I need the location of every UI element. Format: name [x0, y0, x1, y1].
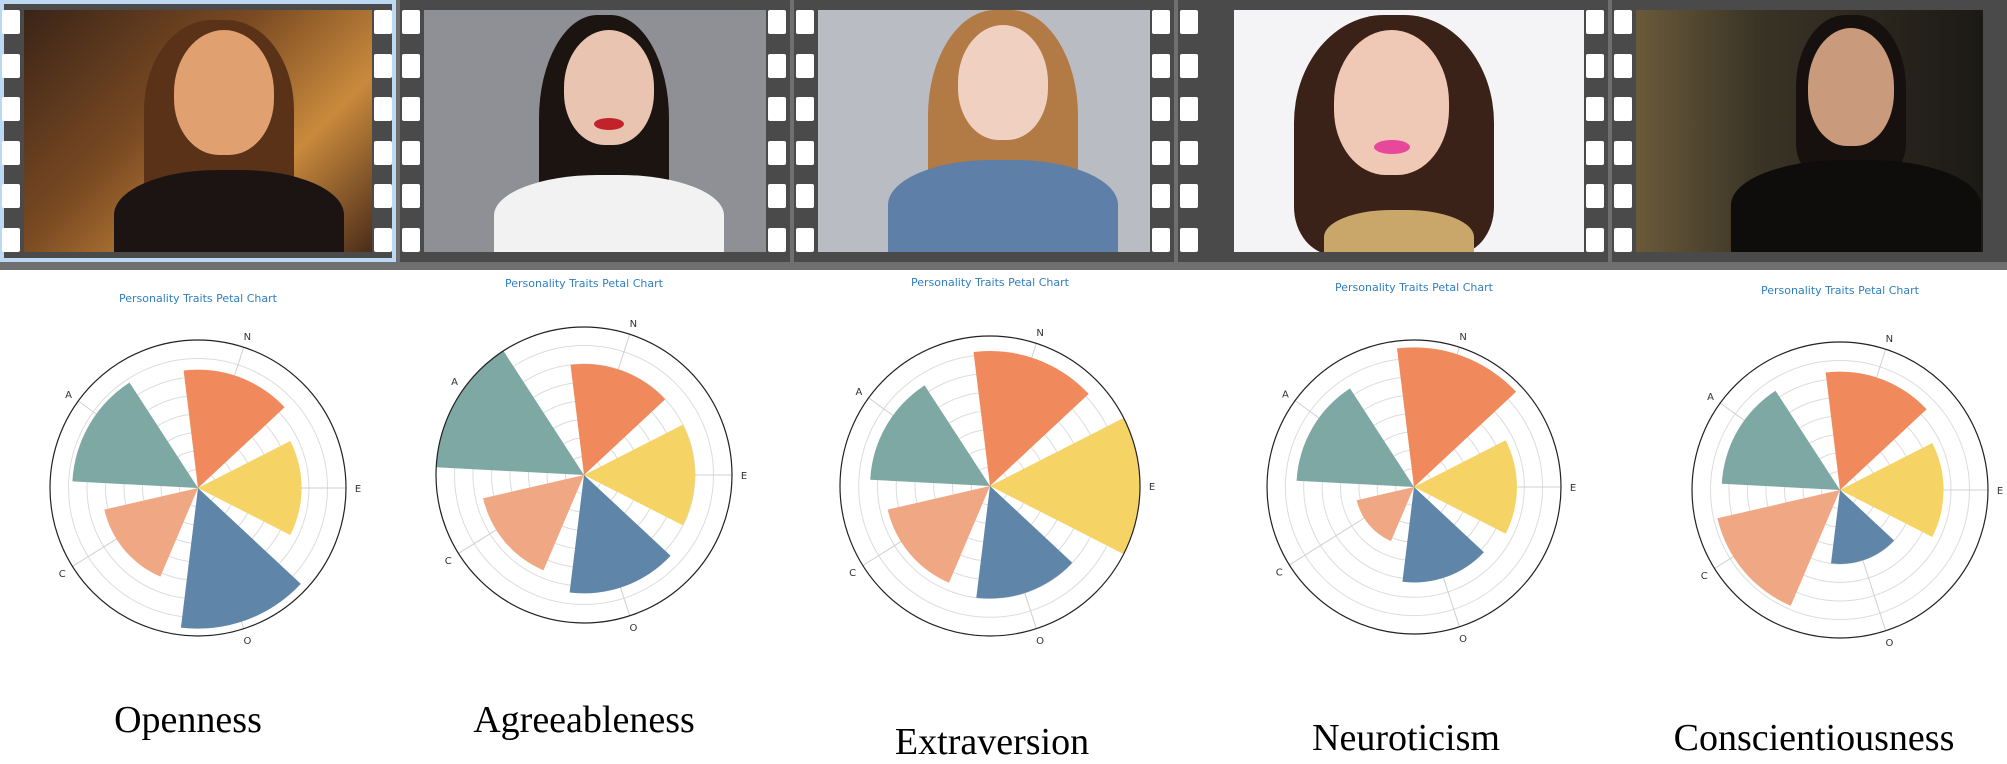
film-perforations: [1586, 10, 1606, 252]
petal-C: [483, 475, 584, 571]
petal-O: [1831, 490, 1895, 564]
trait-caption-conscientiousness: Conscientiousness: [1673, 717, 1955, 759]
petal-E: [1414, 440, 1517, 534]
category-label-N: N: [630, 319, 637, 330]
petal-chart-conscientiousness: Personality Traits Petal Chart N E O C A: [1691, 284, 2003, 649]
petal-A: [1721, 390, 1840, 490]
chart-title: Personality Traits Petal Chart: [505, 277, 664, 290]
film-perforations: [1180, 10, 1200, 252]
category-label-C: C: [445, 556, 452, 567]
trait-caption-extraversion: Extraversion: [894, 721, 1090, 763]
video-frame-2: [400, 0, 790, 262]
category-label-C: C: [59, 569, 66, 580]
film-perforations: [2, 10, 22, 252]
category-label-E: E: [355, 484, 361, 495]
category-label-C: C: [849, 568, 856, 579]
chart-outer-circle: [435, 326, 733, 624]
category-label-O: O: [1459, 634, 1467, 645]
petal-E: [990, 417, 1141, 555]
category-label-E: E: [1149, 482, 1155, 493]
category-label-E: E: [741, 471, 747, 482]
petal-N: [1397, 347, 1517, 487]
film-perforations: [374, 10, 394, 252]
petal-N: [183, 369, 285, 488]
petal-E: [1840, 443, 1944, 537]
petal-O: [180, 488, 301, 629]
film-perforations: [1614, 10, 1634, 252]
video-frame-4: [1178, 0, 1608, 262]
film-perforations: [768, 10, 788, 252]
petal-A: [870, 385, 990, 486]
video-still-person-1: [24, 10, 372, 252]
petal-C: [887, 486, 990, 583]
category-label-C: C: [1701, 571, 1708, 582]
video-frame-3: [794, 0, 1174, 262]
video-film-strip: [0, 0, 2007, 270]
petal-chart-openness: Personality Traits Petal Chart N E O C A: [49, 292, 361, 647]
chart-outer-circle: [1266, 339, 1562, 635]
petal-A: [1296, 388, 1414, 487]
video-still-person-2: [424, 10, 766, 252]
trait-caption-neuroticism: Neuroticism: [1312, 717, 1500, 759]
petal-O: [976, 486, 1073, 599]
category-label-A: A: [451, 377, 458, 388]
category-label-O: O: [1885, 638, 1893, 649]
petal-chart-agreeableness: Personality Traits Petal Chart N E O C A: [435, 277, 747, 634]
video-frame-1: [0, 0, 396, 262]
petal-E: [584, 424, 696, 526]
film-perforations: [1152, 10, 1172, 252]
category-label-A: A: [1707, 392, 1714, 403]
category-label-A: A: [1282, 390, 1289, 401]
category-label-A: A: [855, 387, 862, 398]
petal-A: [72, 382, 198, 488]
video-still-person-5: [1636, 10, 1983, 252]
category-label-A: A: [65, 390, 72, 401]
petal-chart-neuroticism: Personality Traits Petal Chart N E O C A: [1266, 281, 1576, 645]
petal-chart-extraversion: Personality Traits Petal Chart N E O C A: [839, 276, 1155, 647]
category-label-E: E: [1570, 483, 1576, 494]
trait-caption-openness: Openness: [114, 699, 262, 741]
petal-N: [973, 350, 1089, 486]
category-label-N: N: [1036, 328, 1043, 339]
video-still-person-3: [818, 10, 1150, 252]
chart-title: Personality Traits Petal Chart: [911, 276, 1070, 289]
petal-O: [1402, 487, 1484, 583]
petal-E: [198, 441, 302, 535]
category-label-N: N: [1459, 332, 1466, 343]
chart-outer-circle: [1691, 341, 1989, 639]
petal-C: [1356, 487, 1414, 542]
category-label-N: N: [244, 332, 251, 343]
petal-N: [570, 363, 666, 475]
category-label-O: O: [243, 636, 251, 647]
petal-C: [1717, 490, 1840, 606]
trait-caption-agreeableness: Agreeableness: [473, 699, 695, 741]
petal-N: [1825, 371, 1927, 490]
film-perforations: [402, 10, 422, 252]
petal-charts-row: Personality Traits Petal Chart N E O C A Pers…: [0, 270, 2007, 763]
video-still-person-4: [1234, 10, 1584, 252]
category-label-N: N: [1886, 334, 1893, 345]
chart-title: Personality Traits Petal Chart: [1335, 281, 1494, 294]
film-perforations: [796, 10, 816, 252]
petal-A: [436, 350, 584, 475]
petal-C: [104, 488, 198, 577]
petal-O: [569, 475, 671, 594]
chart-outer-circle: [49, 339, 347, 637]
chart-title: Personality Traits Petal Chart: [119, 292, 278, 305]
video-frame-5: [1612, 0, 2007, 262]
chart-outer-circle: [839, 335, 1141, 637]
category-label-O: O: [1036, 636, 1044, 647]
category-label-C: C: [1276, 567, 1283, 578]
chart-title: Personality Traits Petal Chart: [1761, 284, 1920, 297]
category-label-E: E: [1997, 486, 2003, 497]
category-label-O: O: [629, 623, 637, 634]
